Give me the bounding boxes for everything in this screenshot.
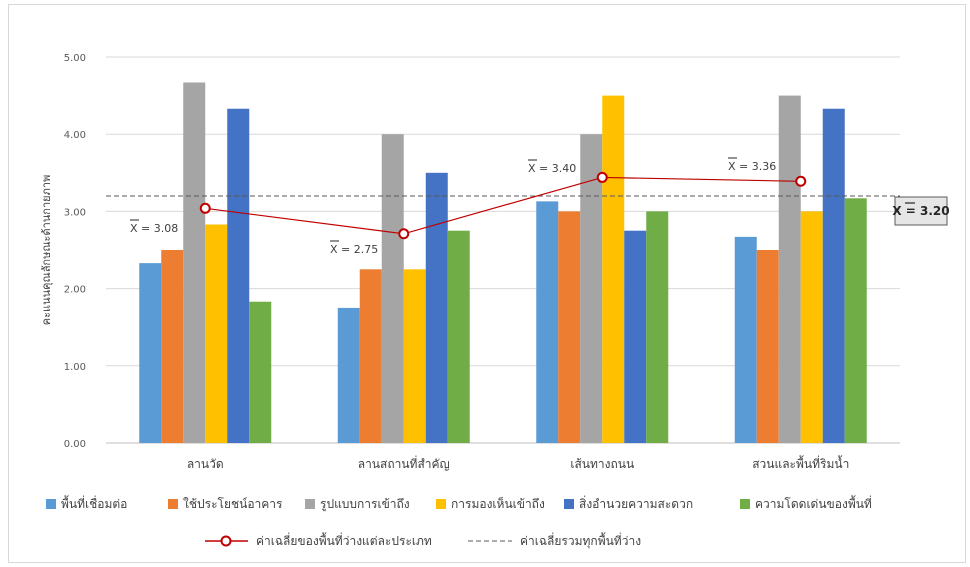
average-point <box>398 228 410 240</box>
legend-swatch <box>168 499 178 509</box>
bar-4-5 <box>822 108 845 443</box>
legend-label: สิ่งอำนวยความสะดวก <box>579 495 693 511</box>
bar-3-1 <box>536 201 559 443</box>
bar-1-1 <box>139 263 162 443</box>
bar-1-4 <box>205 224 228 443</box>
overall-average-label: X = 3.20 <box>892 204 949 218</box>
average-label: X = 3.40 <box>528 162 576 175</box>
bar-3-4 <box>602 95 625 443</box>
average-point <box>596 171 608 183</box>
bar-2-4 <box>403 269 426 443</box>
legend-swatch <box>305 499 315 509</box>
y-tick-label: 3.00 <box>64 207 86 218</box>
bar-4-4 <box>800 211 823 443</box>
bar-4-2 <box>756 250 779 443</box>
bar-1-3 <box>183 82 206 443</box>
category-label: เส้นทางถนน <box>570 457 634 471</box>
bar-2-2 <box>359 269 382 443</box>
bar-3-5 <box>624 230 647 443</box>
legend-label: รูปแบบการเข้าถึง <box>320 497 410 512</box>
bar-1-5 <box>227 108 250 443</box>
average-point <box>795 175 807 187</box>
average-point <box>199 202 211 214</box>
bar-3-6 <box>646 211 669 443</box>
legend-label: ใช้ประโยชน์อาคาร <box>183 497 283 511</box>
legend-label: ค่าเฉลี่ยของพื้นที่ว่างแต่ละประเภท <box>256 532 432 548</box>
average-label: X = 3.36 <box>728 160 776 173</box>
bar-4-6 <box>844 198 867 443</box>
overall-average-box <box>894 196 948 226</box>
average-label: X = 2.75 <box>330 243 378 256</box>
legend-label: ค่าเฉลี่ยรวมทุกพื้นที่ว่าง <box>520 532 641 549</box>
bar-2-3 <box>381 134 404 443</box>
legend-label: พื้นที่เชื่อมต่อ <box>61 495 127 511</box>
y-tick-label: 4.00 <box>64 130 86 141</box>
legend-swatch <box>740 499 750 509</box>
y-tick-label: 2.00 <box>64 285 86 296</box>
bar-4-3 <box>778 95 801 443</box>
bar-2-5 <box>425 172 448 444</box>
bar-2-1 <box>337 307 360 443</box>
category-label: สวนและพื้นที่ริมน้ำ <box>752 455 849 471</box>
legend-label: ความโดดเด่นของพื้นที่ <box>755 495 872 511</box>
legend-swatch <box>46 499 56 509</box>
bar-3-3 <box>580 134 603 443</box>
bar-1-6 <box>249 301 272 443</box>
legend-swatch <box>436 499 446 509</box>
legend-average-marker <box>220 535 232 547</box>
y-axis-label: คะแนนคุณลักษณะด้านกายภาพ <box>40 175 53 326</box>
average-label: X = 3.08 <box>130 222 178 235</box>
bar-2-6 <box>447 230 470 443</box>
y-tick-label: 1.00 <box>64 362 86 373</box>
y-tick-label: 0.00 <box>64 439 86 450</box>
bar-1-2 <box>161 250 184 443</box>
average-line <box>205 176 801 235</box>
category-label: ลานสถานที่สำคัญ <box>358 455 450 471</box>
y-tick-label: 5.00 <box>64 53 86 64</box>
bar-3-2 <box>558 211 581 443</box>
legend-label: การมองเห็นเข้าถึง <box>451 496 545 511</box>
category-label: ลานวัด <box>187 457 224 471</box>
bar-4-1 <box>734 236 757 443</box>
legend-swatch <box>564 499 574 509</box>
